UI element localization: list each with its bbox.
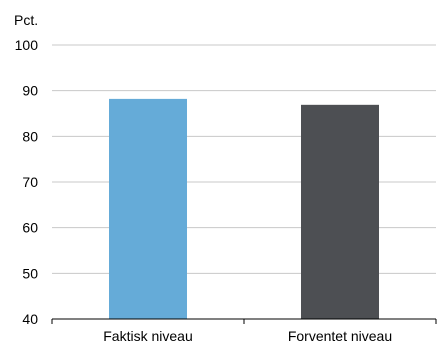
bar-faktisk-niveau	[109, 98, 187, 320]
x-tick-label: Faktisk niveau	[103, 328, 192, 344]
y-tick-label: 40	[22, 311, 38, 327]
y-axis-tick-labels: 40 50 60 70 80 90 100	[15, 37, 39, 327]
y-tick-label: 90	[22, 83, 38, 99]
x-tick-label: Forventet niveau	[288, 328, 392, 344]
bar-forventet-niveau	[301, 104, 379, 319]
bars	[109, 98, 379, 320]
x-axis-tick-labels: Faktisk niveau Forventet niveau	[103, 328, 392, 344]
y-tick-label: 70	[22, 174, 38, 190]
y-tick-label: 100	[15, 37, 39, 53]
y-tick-label: 60	[22, 220, 38, 236]
y-tick-label: 80	[22, 128, 38, 144]
y-axis-unit-label: Pct.	[14, 12, 38, 28]
y-tick-label: 50	[22, 265, 38, 281]
x-axis	[51, 318, 437, 324]
